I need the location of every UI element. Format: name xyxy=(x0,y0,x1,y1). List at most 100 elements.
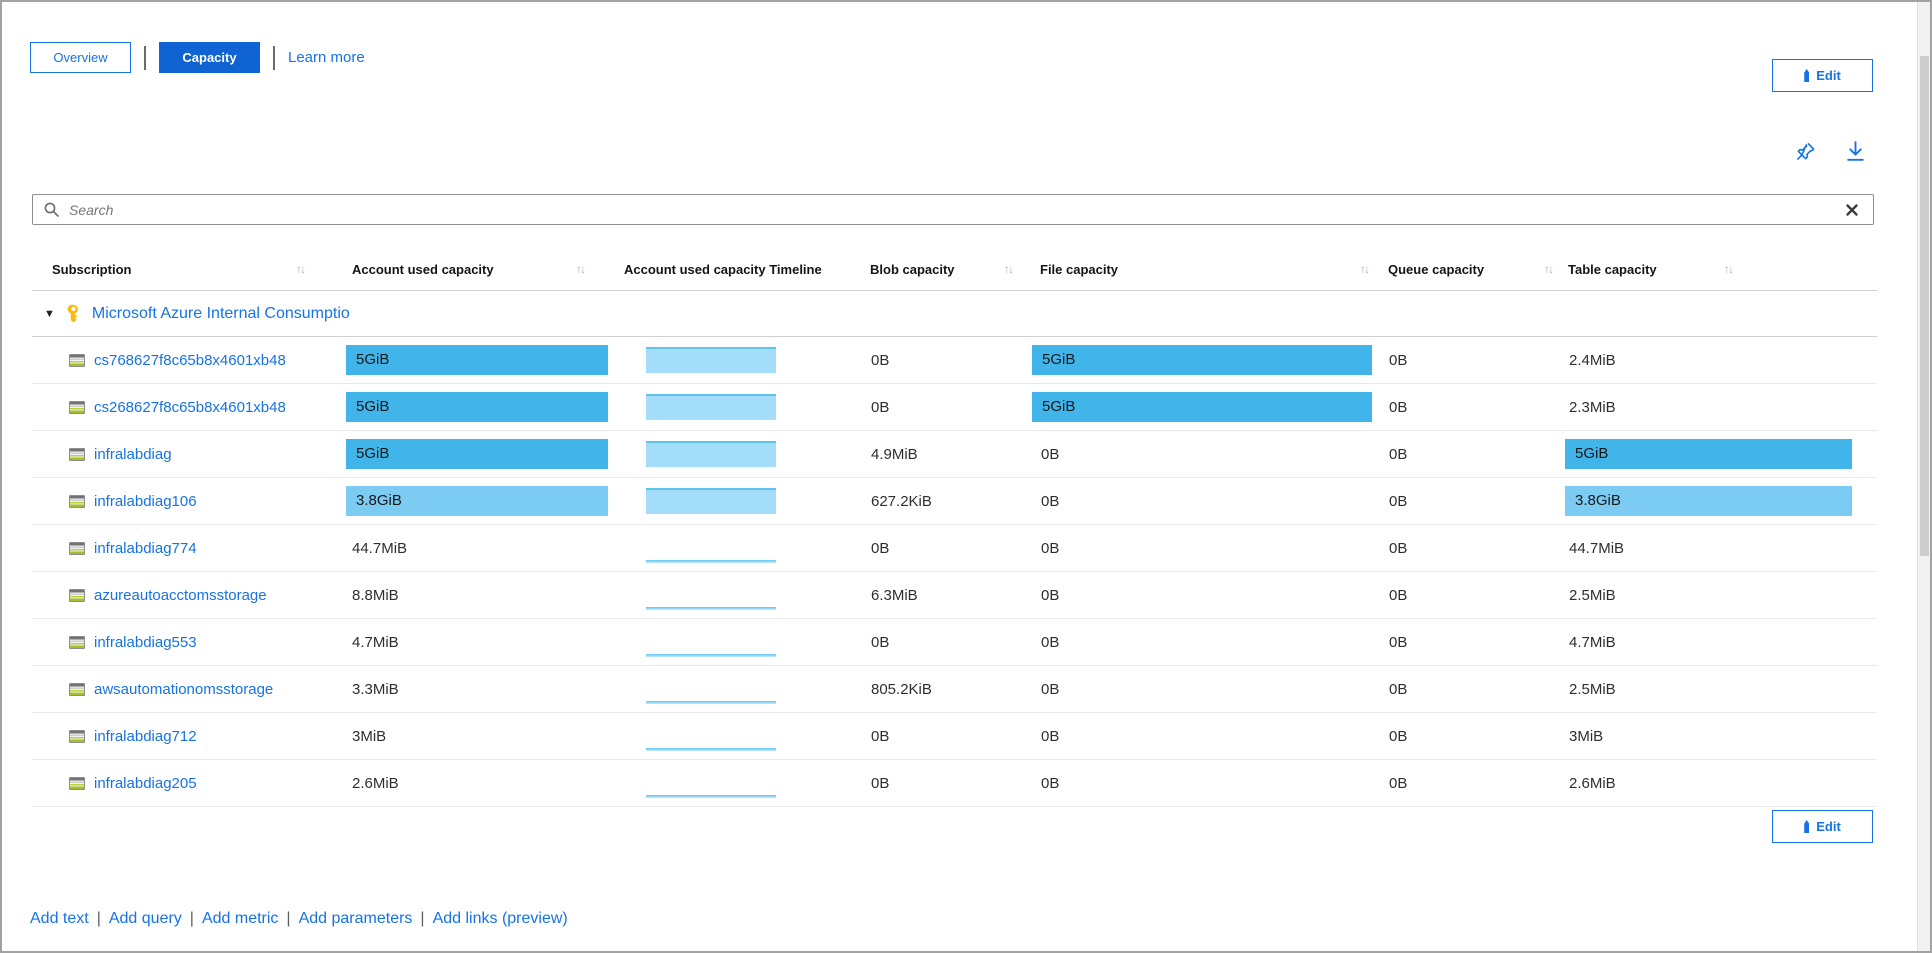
storage-account-link[interactable]: cs768627f8c65b8x4601xb48 xyxy=(94,351,286,369)
queue-capacity-value: 0B xyxy=(1389,351,1408,369)
storage-account-link[interactable]: infralabdiag553 xyxy=(94,633,197,651)
account-used-capacity-value: 4.7MiB xyxy=(352,633,399,651)
sort-icon[interactable]: ↑↓ xyxy=(1544,262,1554,276)
subscription-group-label[interactable]: Microsoft Azure Internal Consumptio xyxy=(91,304,350,322)
table-row: infralabdiag205 2.6MiB 0B 0B 0B 2.6MiB xyxy=(32,760,1877,807)
edit-pencil-icon xyxy=(1804,69,1810,82)
footer-link-add-query[interactable]: Add query xyxy=(108,910,182,927)
edit-button-bottom[interactable]: Edit xyxy=(1772,810,1873,843)
storage-account-link[interactable]: infralabdiag712 xyxy=(94,727,197,745)
edit-button-label: Edit xyxy=(1816,68,1841,83)
table-capacity-value: 2.5MiB xyxy=(1569,586,1616,604)
queue-capacity-value: 0B xyxy=(1389,727,1408,745)
footer-link-add-links-preview-[interactable]: Add links (preview) xyxy=(432,910,568,927)
blob-capacity-cell: 4.9MiB xyxy=(860,431,1030,477)
table-capacity-cell: 2.4MiB xyxy=(1558,337,1877,383)
storage-account-link[interactable]: cs268627f8c65b8x4601xb48 xyxy=(94,398,286,416)
timeline-sparkline xyxy=(646,441,776,467)
vertical-scrollbar[interactable] xyxy=(1917,2,1930,951)
queue-capacity-cell: 0B xyxy=(1378,525,1558,571)
file-capacity-cell: 0B xyxy=(1030,478,1378,524)
blob-capacity-cell: 0B xyxy=(860,619,1030,665)
storage-account-link[interactable]: infralabdiag774 xyxy=(94,539,197,557)
edit-button-top[interactable]: Edit xyxy=(1772,59,1873,92)
queue-capacity-value: 0B xyxy=(1389,398,1408,416)
footer-links: Add text | Add query | Add metric | Add parame… xyxy=(30,910,568,928)
subscription-group-row: ▼ Microsoft Azure Internal Consumptio xyxy=(32,290,1877,337)
download-icon[interactable] xyxy=(1845,140,1866,163)
timeline-cell xyxy=(614,525,860,571)
column-header-label: Queue capacity xyxy=(1388,261,1485,277)
table-capacity-cell: 3.8GiB xyxy=(1558,478,1877,524)
file-capacity-value: 0B xyxy=(1041,492,1060,510)
blob-capacity-value: 0B xyxy=(871,727,890,745)
sort-icon[interactable]: ↑↓ xyxy=(1360,262,1370,276)
sort-icon[interactable]: ↑↓ xyxy=(576,262,586,276)
collapse-triangle-icon[interactable]: ▼ xyxy=(44,307,55,320)
blob-capacity-cell: 0B xyxy=(860,384,1030,430)
table-row: cs768627f8c65b8x4601xb48 5GiB 0B 5GiB 0B 2.4M… xyxy=(32,337,1877,384)
capacity-bar: 5GiB xyxy=(1565,439,1852,469)
file-capacity-cell: 0B xyxy=(1030,760,1378,806)
account-used-capacity-value: 2.6MiB xyxy=(352,774,399,792)
file-capacity-cell: 0B xyxy=(1030,572,1378,618)
queue-capacity-cell: 0B xyxy=(1378,760,1558,806)
file-capacity-cell: 0B xyxy=(1030,525,1378,571)
storage-account-link[interactable]: infralabdiag205 xyxy=(94,774,197,792)
tab-overview[interactable]: Overview xyxy=(30,42,131,73)
file-capacity-value: 0B xyxy=(1041,633,1060,651)
grid-body: cs768627f8c65b8x4601xb48 5GiB 0B 5GiB 0B 2.4M… xyxy=(32,337,1877,807)
timeline-sparkline xyxy=(646,394,776,420)
table-capacity-cell: 3MiB xyxy=(1558,713,1877,759)
storage-account-icon xyxy=(69,588,85,602)
footer-link-add-metric[interactable]: Add metric xyxy=(201,910,279,927)
storage-account-icon xyxy=(69,400,85,414)
scrollbar-thumb[interactable] xyxy=(1920,56,1929,556)
blob-capacity-cell: 6.3MiB xyxy=(860,572,1030,618)
file-capacity-value: 0B xyxy=(1041,727,1060,745)
table-capacity-cell: 2.5MiB xyxy=(1558,666,1877,712)
file-capacity-cell: 0B xyxy=(1030,619,1378,665)
footer-link-add-parameters[interactable]: Add parameters xyxy=(298,910,413,927)
queue-capacity-value: 0B xyxy=(1389,492,1408,510)
storage-account-cell: infralabdiag106 xyxy=(32,478,342,524)
account-used-capacity-cell: 8.8MiB xyxy=(342,572,614,618)
table-capacity-value: 3MiB xyxy=(1569,727,1604,745)
sort-icon[interactable]: ↑↓ xyxy=(1004,262,1014,276)
file-capacity-cell: 0B xyxy=(1030,713,1378,759)
timeline-cell xyxy=(614,572,860,618)
footer-separator: | xyxy=(96,910,101,927)
tab-capacity[interactable]: Capacity xyxy=(159,42,260,73)
tab-separator xyxy=(144,45,146,70)
storage-account-link[interactable]: infralabdiag xyxy=(94,445,172,463)
column-header-account-used-capacity-timeline: Account used capacity Timeline xyxy=(614,248,860,290)
clear-search-icon[interactable] xyxy=(1841,201,1863,219)
sort-icon[interactable]: ↑↓ xyxy=(1724,262,1734,276)
account-used-capacity-cell: 3MiB xyxy=(342,713,614,759)
footer-link-add-text[interactable]: Add text xyxy=(30,910,89,927)
queue-capacity-value: 0B xyxy=(1389,680,1408,698)
timeline-cell xyxy=(614,431,860,477)
storage-account-link[interactable]: azureautoacctomsstorage xyxy=(94,586,267,604)
storage-account-link[interactable]: awsautomationomsstorage xyxy=(94,680,274,698)
column-header-blob-capacity: Blob capacity ↑↓ xyxy=(860,248,1030,290)
storage-account-icon xyxy=(69,776,85,790)
account-used-capacity-cell: 5GiB xyxy=(342,384,614,430)
search-input[interactable] xyxy=(69,201,1841,218)
pin-icon[interactable] xyxy=(1794,140,1817,163)
queue-capacity-cell: 0B xyxy=(1378,478,1558,524)
timeline-sparkline xyxy=(646,607,776,610)
table-capacity-cell: 5GiB xyxy=(1558,431,1877,477)
timeline-sparkline xyxy=(646,560,776,563)
blob-capacity-cell: 0B xyxy=(860,525,1030,571)
learn-more-link[interactable]: Learn more xyxy=(288,49,365,66)
table-capacity-value: 2.5MiB xyxy=(1569,680,1616,698)
account-used-capacity-value: 3.3MiB xyxy=(352,680,399,698)
storage-account-link[interactable]: infralabdiag106 xyxy=(94,492,197,510)
sort-icon[interactable]: ↑↓ xyxy=(296,262,306,276)
storage-account-icon xyxy=(69,541,85,555)
blob-capacity-cell: 0B xyxy=(860,760,1030,806)
blob-capacity-value: 627.2KiB xyxy=(871,492,932,510)
account-used-capacity-cell: 2.6MiB xyxy=(342,760,614,806)
blob-capacity-value: 0B xyxy=(871,398,890,416)
